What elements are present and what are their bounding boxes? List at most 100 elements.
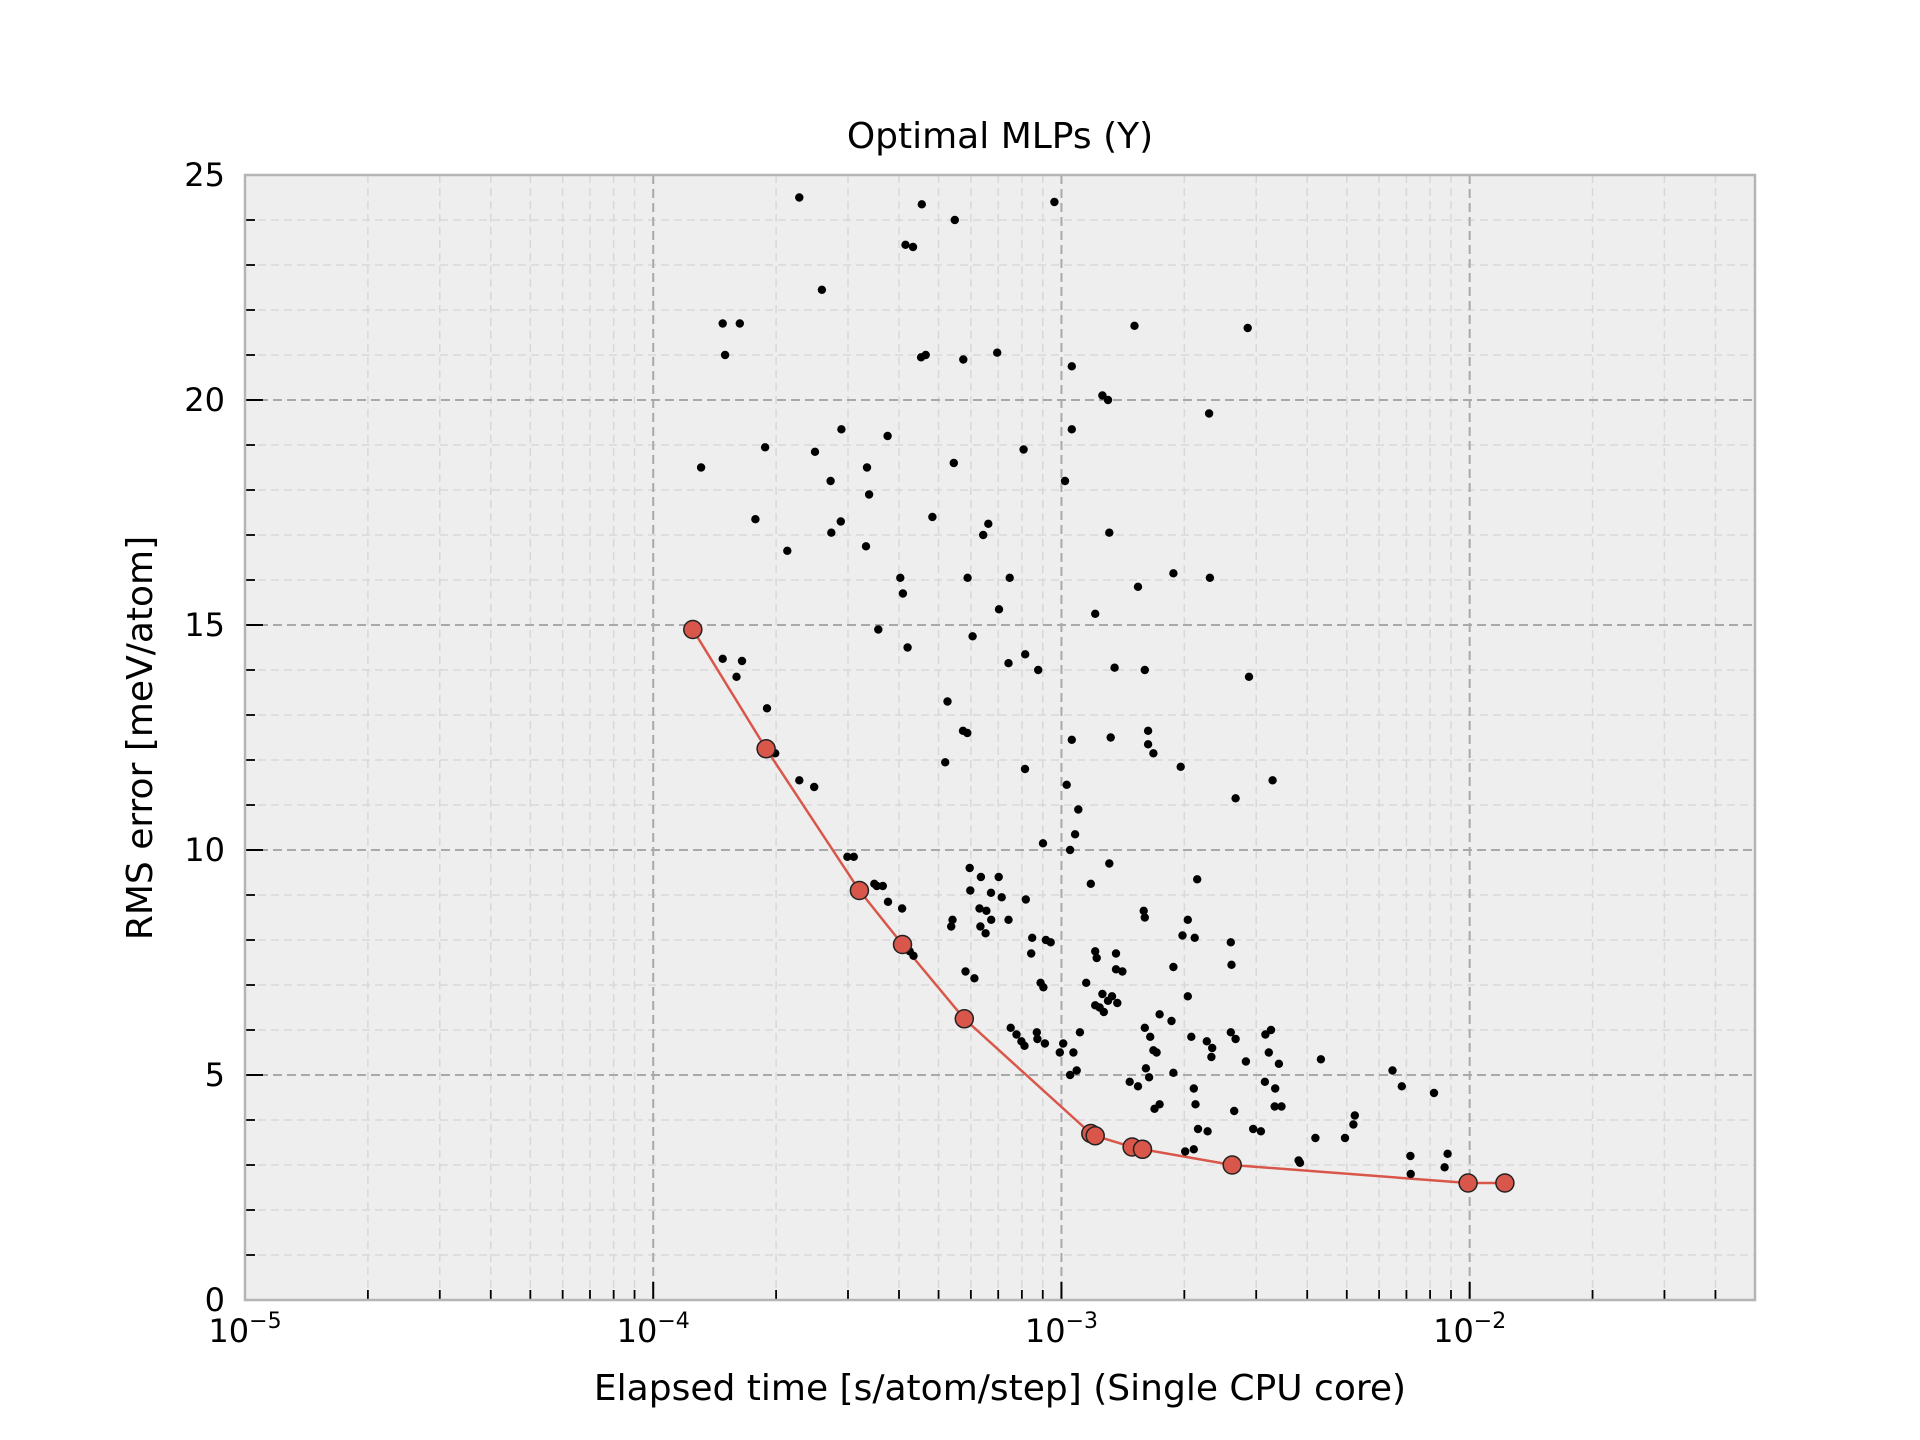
scatter-point bbox=[837, 425, 846, 434]
scatter-point bbox=[1004, 659, 1013, 668]
scatter-point bbox=[1144, 1073, 1154, 1082]
scatter-point bbox=[1143, 740, 1153, 749]
scatter-point bbox=[849, 852, 858, 861]
scatter-point bbox=[1202, 1037, 1212, 1046]
scatter-point bbox=[1316, 1055, 1326, 1064]
scatter-point bbox=[1065, 1070, 1075, 1080]
scatter-point bbox=[1034, 665, 1043, 675]
pareto-point bbox=[756, 739, 776, 759]
scatter-point bbox=[1264, 1048, 1274, 1057]
scatter-point bbox=[1207, 1052, 1216, 1062]
scatter-point bbox=[1169, 569, 1178, 578]
pareto-points bbox=[683, 619, 1515, 1193]
scatter-point bbox=[1178, 931, 1187, 940]
scatter-point bbox=[795, 776, 804, 785]
scatter-point bbox=[1004, 915, 1013, 924]
scatter-point bbox=[1193, 1124, 1203, 1134]
scatter-point bbox=[1187, 1032, 1196, 1042]
scatter-point bbox=[1046, 938, 1055, 947]
scatter-point bbox=[1203, 1127, 1212, 1136]
scatter-point bbox=[1191, 1100, 1200, 1109]
scatter-point bbox=[1082, 978, 1091, 987]
scatter-point bbox=[1012, 1030, 1021, 1039]
scatter-point bbox=[1133, 1082, 1143, 1091]
scatter-point bbox=[1059, 1039, 1068, 1048]
scatter-point bbox=[966, 886, 975, 895]
scatter-point bbox=[1021, 895, 1030, 904]
scatter-point bbox=[1227, 960, 1236, 969]
scatter-point bbox=[1074, 805, 1083, 814]
y-tick-label: 15 bbox=[184, 606, 225, 644]
scatter-point bbox=[968, 632, 977, 641]
scatter-point bbox=[1260, 1077, 1270, 1087]
scatter-point bbox=[1099, 1007, 1109, 1017]
scatter-point bbox=[1176, 762, 1185, 771]
scatter-point bbox=[994, 872, 1003, 882]
scatter-point bbox=[1140, 913, 1150, 922]
scatter-point bbox=[1349, 1120, 1358, 1129]
scatter-point bbox=[1133, 582, 1143, 591]
grid-minor bbox=[245, 175, 1755, 1300]
scatter-point bbox=[1243, 323, 1252, 333]
scatter-point bbox=[1033, 1034, 1042, 1044]
plot-frame bbox=[243, 173, 1757, 1302]
scatter-point bbox=[1244, 672, 1254, 681]
scatter-point bbox=[1226, 938, 1236, 947]
scatter-point bbox=[817, 285, 827, 294]
scatter-point bbox=[1231, 794, 1240, 803]
scatter-point bbox=[1256, 1127, 1266, 1136]
scatter-point bbox=[843, 852, 852, 861]
scatter-point bbox=[783, 546, 792, 555]
scatter-point bbox=[976, 922, 985, 931]
scatter-point bbox=[1103, 395, 1113, 405]
pareto-point bbox=[1085, 1126, 1105, 1146]
scatter-point bbox=[1113, 998, 1122, 1008]
scatter-point bbox=[762, 704, 772, 713]
scatter-point bbox=[1065, 845, 1075, 855]
y-tick-labels: 0 5 10 15 20 25 bbox=[184, 156, 225, 1319]
x-tick-label: 10−5 bbox=[208, 1309, 281, 1350]
x-tick-labels: 10−5 10−4 10−3 10−2 bbox=[208, 1309, 1506, 1350]
scatter-point bbox=[1107, 992, 1117, 1001]
scatter-point bbox=[897, 904, 907, 913]
scatter-point bbox=[795, 193, 804, 202]
scatter-point bbox=[949, 458, 958, 468]
y-axis-label: RMS error [meV/atom] bbox=[120, 536, 161, 940]
scatter-point bbox=[1241, 1057, 1251, 1066]
scatter-point bbox=[718, 319, 727, 328]
scatter-point bbox=[1230, 1106, 1239, 1116]
scatter-point bbox=[1183, 915, 1193, 924]
scatter-point bbox=[883, 431, 892, 441]
scatter-point bbox=[1271, 1084, 1280, 1093]
scatter-point bbox=[1028, 933, 1037, 942]
scatter-point bbox=[950, 215, 959, 225]
scatter-point bbox=[1167, 1016, 1176, 1026]
pareto-point bbox=[1495, 1173, 1515, 1193]
scatter-point bbox=[997, 893, 1006, 902]
scatter-point bbox=[826, 476, 835, 486]
scatter-point bbox=[1397, 1082, 1407, 1091]
scatter-point bbox=[1205, 573, 1215, 582]
scatter-point bbox=[1193, 875, 1202, 884]
scatter-point bbox=[1169, 962, 1178, 972]
scatter-point bbox=[1060, 476, 1070, 486]
scatter-point bbox=[963, 573, 972, 582]
scatter-point bbox=[1075, 1028, 1085, 1037]
scatter-point bbox=[1106, 733, 1115, 742]
axis-ticks bbox=[244, 174, 1717, 1301]
scatter-point bbox=[948, 915, 957, 924]
scatter-point bbox=[1027, 949, 1036, 958]
scatter-point bbox=[1020, 1041, 1029, 1051]
scatter-point bbox=[979, 530, 988, 540]
scatter-point bbox=[928, 512, 937, 522]
scatter-point bbox=[1189, 1084, 1199, 1093]
pareto-point bbox=[683, 619, 703, 640]
scatter-point bbox=[1183, 992, 1193, 1001]
scatter-point bbox=[1055, 1048, 1065, 1057]
scatter-point bbox=[1105, 859, 1114, 868]
scatter-point bbox=[984, 519, 993, 528]
scatter-point bbox=[1141, 1064, 1151, 1073]
scatter-point bbox=[1005, 573, 1014, 582]
scatter-point bbox=[1139, 906, 1148, 915]
